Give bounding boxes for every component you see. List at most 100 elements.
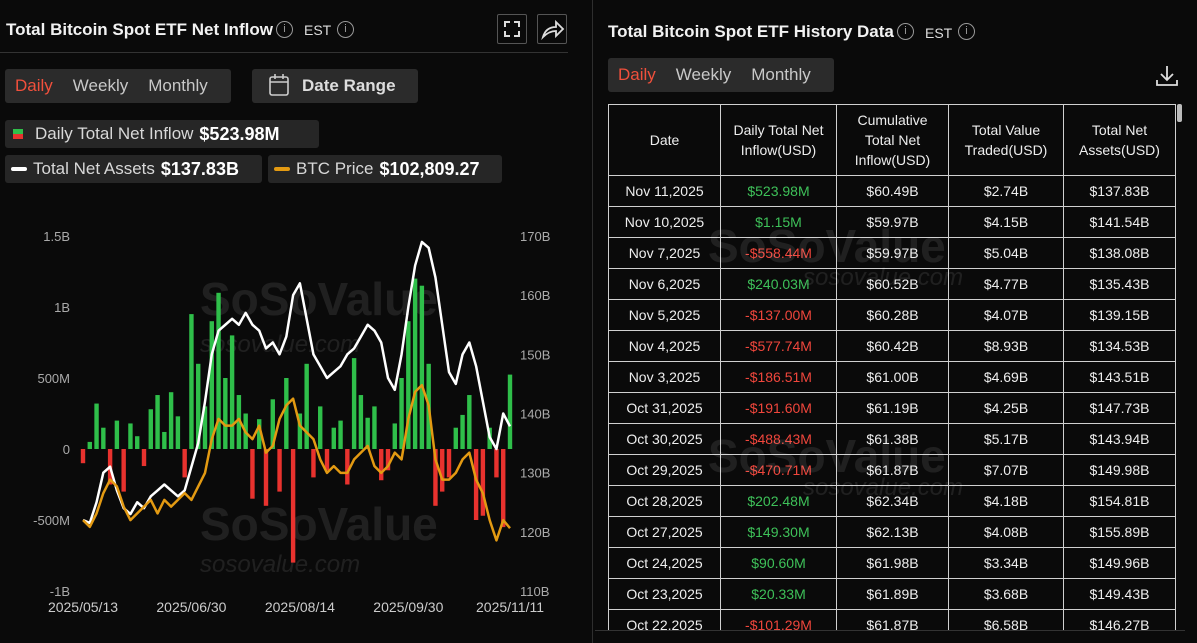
timezone: EST xyxy=(304,22,332,38)
bar xyxy=(87,441,92,449)
info-icon[interactable]: i xyxy=(276,21,293,38)
column-header: Cumulative Total Net Inflow(USD) xyxy=(836,104,949,176)
table-cell: $60.28B xyxy=(836,299,949,331)
table-row: Nov 4,2025 -$577.74M $60.42B $8.93B $134.53B xyxy=(608,330,1176,362)
table-cell: -$488.43M xyxy=(720,423,837,455)
table-cell: -$470.71M xyxy=(720,454,837,486)
legend-inflow[interactable]: Daily Total Net Inflow $523.98M xyxy=(5,120,319,148)
tab-monthly[interactable]: Monthly xyxy=(751,65,811,84)
bar xyxy=(440,449,445,492)
bar xyxy=(263,449,269,506)
y-tick-label: 1.5B xyxy=(43,229,70,244)
table-cell: $155.89B xyxy=(1063,516,1176,548)
bar xyxy=(467,395,472,449)
legend-assets[interactable]: Total Net Assets $137.83B xyxy=(5,155,262,183)
table-cell: $149.30M xyxy=(720,516,837,548)
scrollbar[interactable] xyxy=(1177,104,1182,122)
bar xyxy=(209,321,214,449)
table-row: Nov 6,2025 $240.03M $60.52B $4.77B $135.43B xyxy=(608,268,1176,300)
bar xyxy=(135,436,140,449)
right-title: Total Bitcoin Spot ETF History Data xyxy=(608,22,894,41)
bar xyxy=(345,449,350,485)
table-cell: $202.48M xyxy=(720,485,837,517)
table-cell: $2.74B xyxy=(948,175,1064,207)
share-button[interactable] xyxy=(537,14,567,44)
table-container: Date Daily Total Net Inflow(USD) Cumulativ… xyxy=(608,104,1176,630)
table-row: Nov 11,2025 $523.98M $60.49B $2.74B $137.83B xyxy=(608,175,1176,207)
info-icon[interactable]: i xyxy=(958,23,975,40)
tab-daily[interactable]: Daily xyxy=(15,76,53,95)
table-cell: $8.93B xyxy=(948,330,1064,362)
table-row: Oct 28,2025 $202.48M $62.34B $4.18B $154.81B xyxy=(608,485,1176,517)
table-cell: $146.27B xyxy=(1063,609,1176,630)
table-cell: $141.54B xyxy=(1063,206,1176,238)
bar xyxy=(250,449,255,499)
table-cell: Nov 4,2025 xyxy=(608,330,721,362)
bar xyxy=(351,358,357,449)
bar xyxy=(453,427,458,449)
timezone: EST xyxy=(925,25,953,41)
watermark: sosovalue.com xyxy=(803,474,964,501)
table-cell: Oct 27,2025 xyxy=(608,516,721,548)
line xyxy=(82,240,512,525)
table-cell: -$577.74M xyxy=(720,330,837,362)
table-cell: $59.97B xyxy=(836,206,949,238)
table-cell: $3.34B xyxy=(948,547,1064,579)
legend-price[interactable]: BTC Price $102,809.27 xyxy=(268,155,502,183)
table-row: Oct 27,2025 $149.30M $62.13B $4.08B $155.89B xyxy=(608,516,1176,548)
bar xyxy=(182,449,187,478)
table-cell: Oct 23,2025 xyxy=(608,578,721,610)
info-icon[interactable]: i xyxy=(897,23,914,40)
bar xyxy=(223,378,228,449)
separator xyxy=(0,52,568,53)
watermark: SoSoValue xyxy=(200,498,438,550)
bar xyxy=(155,395,160,449)
table-cell: -$186.51M xyxy=(720,361,837,393)
column-header: Date xyxy=(608,104,721,176)
table-cell: -$137.00M xyxy=(720,299,837,331)
table-cell: Oct 31,2025 xyxy=(608,392,721,424)
table-cell: $1.15M xyxy=(720,206,837,238)
table-cell: $143.51B xyxy=(1063,361,1176,393)
table-cell: $149.98B xyxy=(1063,454,1176,486)
y2-tick-label: 160B xyxy=(520,288,550,303)
bar xyxy=(372,406,377,449)
table-row: Nov 7,2025 -$558.44M $59.97B $5.04B $138.08B xyxy=(608,237,1176,269)
bar xyxy=(501,449,506,528)
legend-label: Total Net Assets xyxy=(33,159,155,178)
table-cell: $149.43B xyxy=(1063,578,1176,610)
tab-weekly[interactable]: Weekly xyxy=(72,76,129,95)
info-icon[interactable]: i xyxy=(337,21,354,38)
table-cell: $4.07B xyxy=(948,299,1064,331)
bar xyxy=(202,406,208,449)
date-range-button[interactable]: Date Range xyxy=(252,69,418,103)
legend-swatch xyxy=(11,167,27,171)
bar xyxy=(318,406,323,449)
table-cell: Nov 3,2025 xyxy=(608,361,721,393)
table-row: Nov 5,2025 -$137.00M $60.28B $4.07B $139.15B xyxy=(608,299,1176,331)
bar xyxy=(128,423,133,449)
tab-weekly[interactable]: Weekly xyxy=(675,65,732,84)
x-tick-label: 2025/08/14 xyxy=(265,599,335,615)
table-cell: $7.07B xyxy=(948,454,1064,486)
table-cell: -$558.44M xyxy=(720,237,837,269)
bar xyxy=(101,427,106,449)
x-tick-label: 2025/11/11 xyxy=(476,599,544,615)
table-cell: $154.81B xyxy=(1063,485,1176,517)
tab-daily[interactable]: Daily xyxy=(618,65,656,84)
x-tick-label: 2025/06/30 xyxy=(156,599,226,615)
table-cell: $4.18B xyxy=(948,485,1064,517)
bar xyxy=(189,314,194,449)
watermark: SoSoValue xyxy=(708,220,946,272)
bar xyxy=(80,449,86,464)
fullscreen-button[interactable] xyxy=(497,14,527,44)
divider xyxy=(592,0,593,643)
bar xyxy=(304,363,309,449)
tab-monthly[interactable]: Monthly xyxy=(148,76,208,95)
bar xyxy=(196,363,201,449)
bar xyxy=(277,449,282,492)
table-cell: $4.77B xyxy=(948,268,1064,300)
legend-swatch xyxy=(274,167,290,171)
download-button[interactable] xyxy=(1154,63,1180,89)
